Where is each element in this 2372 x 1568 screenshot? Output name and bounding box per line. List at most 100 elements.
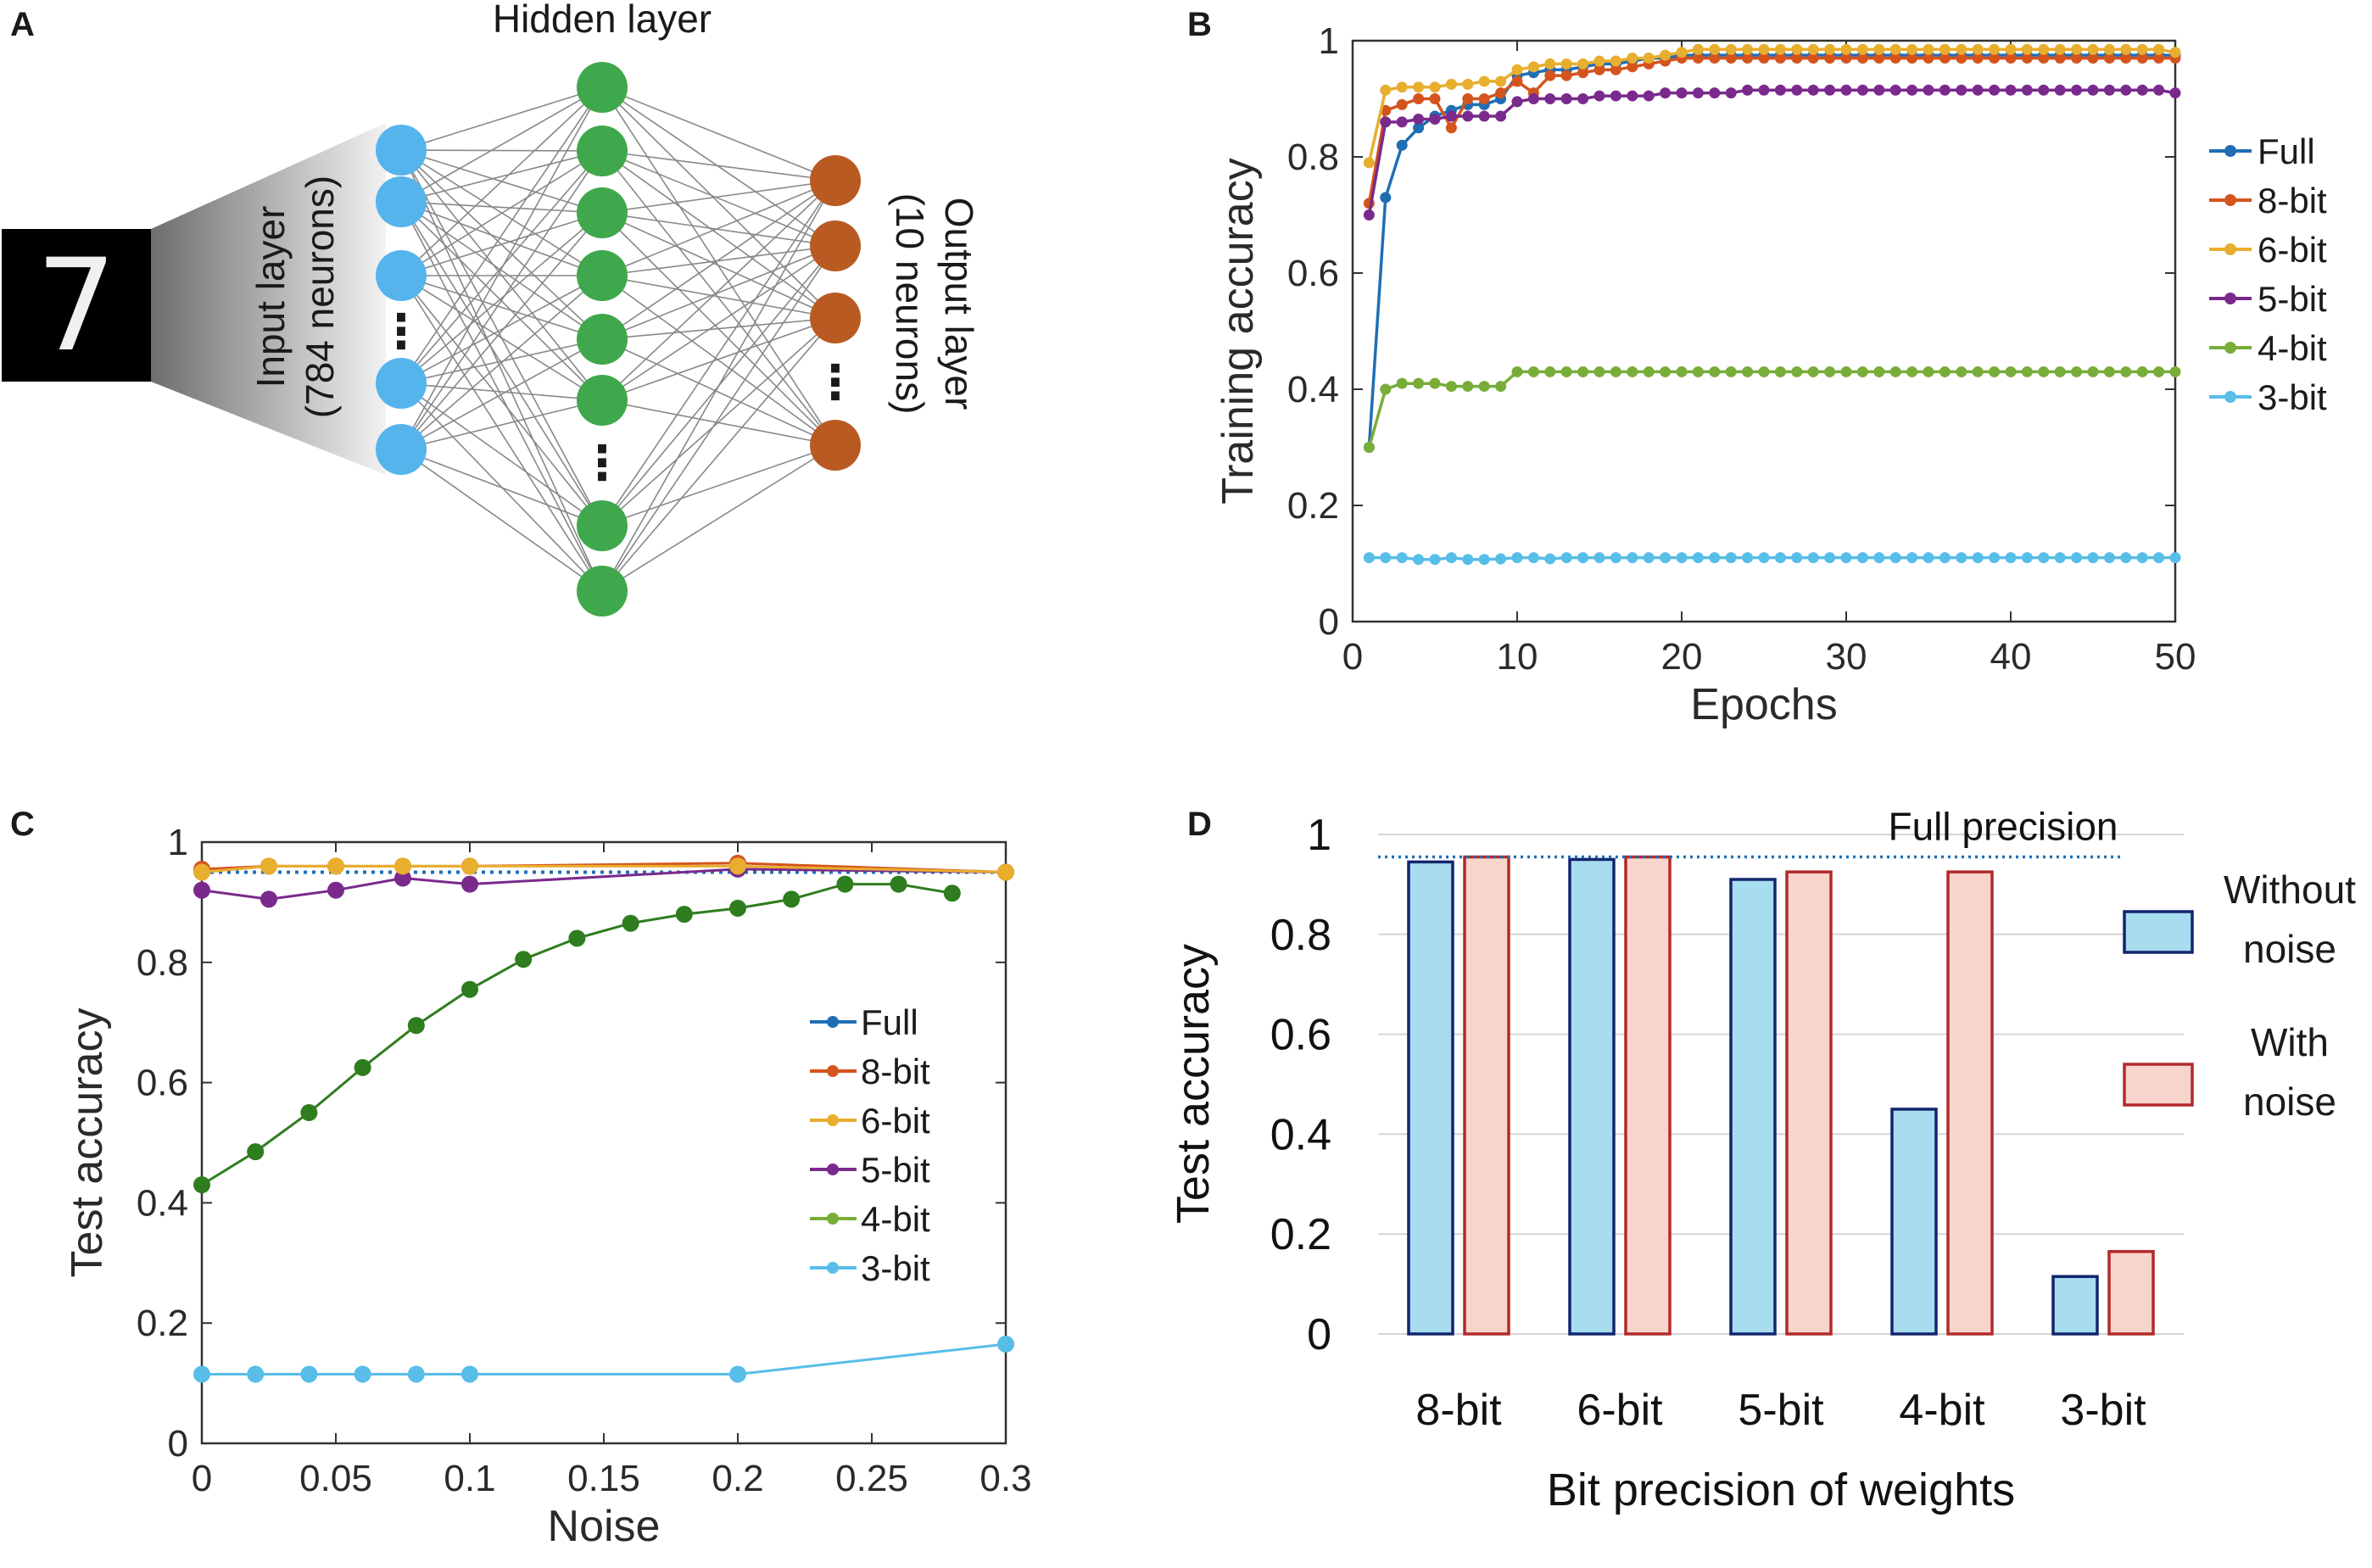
bar-with-noise: [1785, 870, 1833, 1336]
y-tick-label: 0.2: [137, 1303, 188, 1344]
data-point: [1791, 53, 1803, 64]
data-point: [1429, 113, 1441, 125]
data-point: [675, 906, 693, 924]
data-point: [1577, 58, 1589, 70]
data-point: [1989, 84, 2001, 96]
data-point: [1856, 552, 1868, 564]
data-point: [1627, 61, 1638, 73]
data-point: [1923, 552, 1934, 564]
data-point: [1462, 93, 1474, 104]
hidden-output-edge: [601, 444, 836, 592]
data-point: [1462, 381, 1474, 393]
legend: Without noise With noise: [2123, 868, 2356, 1124]
data-point: [2021, 84, 2033, 96]
data-point: [1478, 381, 1490, 393]
data-point: [1989, 43, 2001, 55]
output-ellipsis: ⋮: [812, 355, 859, 409]
data-point: [1939, 365, 1951, 377]
data-point: [1380, 116, 1392, 128]
y-tick-label: 0.6: [1270, 1011, 1331, 1060]
category-label: 8-bit: [1415, 1386, 1502, 1435]
data-point: [1725, 43, 1737, 55]
data-point: [1824, 365, 1836, 377]
data-point: [729, 1365, 746, 1383]
data-point: [2169, 47, 2181, 59]
data-point: [2153, 43, 2165, 55]
data-point: [1593, 90, 1605, 102]
y-tick-label: 0.8: [1270, 911, 1331, 960]
x-tick-label: 0.1: [444, 1458, 495, 1499]
data-point: [1577, 67, 1589, 79]
data-point: [1972, 365, 1984, 377]
legend-label-full: Full: [861, 1002, 918, 1042]
data-point: [2103, 53, 2115, 64]
input-hidden-edge: [400, 201, 603, 592]
series-5-bit: [1363, 84, 2181, 220]
input-layer-label: Input layer: [248, 206, 293, 388]
output-neuron: [810, 155, 861, 206]
data-point: [1560, 93, 1572, 104]
data-point: [2087, 53, 2099, 64]
series-4-bit: [193, 875, 961, 1194]
data-point: [1445, 122, 1457, 134]
category-label: 4-bit: [1899, 1386, 1985, 1435]
x-tick-label: 0.2: [712, 1458, 763, 1499]
y-tick-label: 0.4: [1270, 1110, 1331, 1159]
data-point: [1692, 53, 1704, 64]
data-point: [1429, 93, 1441, 104]
data-point: [2021, 365, 2033, 377]
data-point: [2136, 53, 2148, 64]
hidden-output-edge: [601, 317, 836, 527]
hidden-output-edge: [601, 245, 836, 340]
data-point: [1643, 552, 1655, 564]
data-point: [1560, 365, 1572, 377]
input-hidden-edge: [400, 382, 603, 401]
x-tick-label: 0.15: [567, 1458, 640, 1499]
data-point: [2087, 43, 2099, 55]
legend-label-4-bit: 4-bit: [2258, 328, 2327, 368]
data-point: [2120, 84, 2132, 96]
series-line-6-bit: [1367, 47, 2176, 164]
data-point: [1791, 552, 1803, 564]
hidden-neuron: [577, 250, 628, 301]
legend-label: noise: [2243, 1080, 2336, 1124]
data-point: [2054, 53, 2066, 64]
legend-marker: [2224, 243, 2236, 255]
data-point: [1429, 81, 1441, 93]
bar-without-noise: [1568, 857, 1616, 1336]
hidden-output-edge: [601, 212, 836, 319]
input-hidden-edge: [400, 275, 603, 527]
data-point: [1791, 43, 1803, 55]
y-axis-label: Test accuracy: [63, 1008, 112, 1278]
data-point: [1676, 47, 1688, 59]
data-point: [1889, 365, 1901, 377]
data-point: [1445, 78, 1457, 90]
data-point: [1989, 552, 2001, 564]
data-point: [300, 1104, 318, 1122]
y-tick-label: 0: [1307, 1310, 1331, 1359]
y-axis-label: Training accuracy: [1214, 158, 1263, 504]
data-point: [1791, 84, 1803, 96]
data-point: [1889, 552, 1901, 564]
data-point: [1906, 84, 1918, 96]
data-point: [1396, 81, 1408, 93]
series-line-4-bit: [201, 883, 953, 1186]
data-point: [1774, 365, 1786, 377]
data-point: [1577, 552, 1589, 564]
mnist-digit: 7: [36, 232, 116, 380]
input-hidden-edge: [400, 149, 603, 592]
data-point: [1774, 84, 1786, 96]
y-tick-label: 0.8: [1287, 137, 1339, 178]
panel-d-bit-precision-bar-chart: D 0 0.2 0.4 0.6 0.8 1 8-bit 6-bit 5-bit 4-bit 3-bi…: [1168, 805, 2356, 1515]
data-point: [1758, 552, 1770, 564]
data-point: [1610, 55, 1621, 67]
hidden-output-edge: [601, 212, 836, 247]
data-point: [1742, 43, 1754, 55]
data-point: [1889, 84, 1901, 96]
hidden-ellipsis: ⋮: [578, 436, 626, 489]
y-tick-label: 0.8: [137, 942, 188, 984]
legend-marker: [827, 1114, 839, 1126]
data-point: [1560, 58, 1572, 70]
data-point: [1873, 84, 1885, 96]
y-tick-label: 0.2: [1270, 1210, 1331, 1259]
